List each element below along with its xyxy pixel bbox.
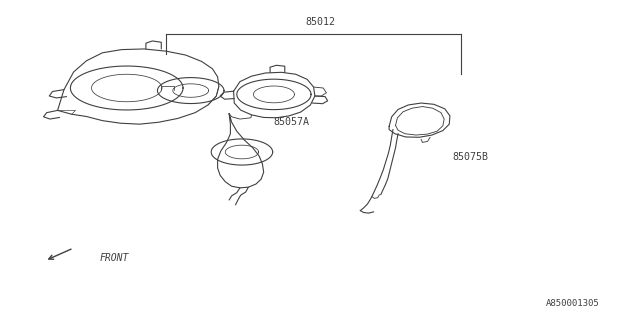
Text: FRONT: FRONT	[99, 252, 129, 263]
Text: A850001305: A850001305	[546, 300, 600, 308]
Text: 85075B: 85075B	[452, 152, 488, 162]
Text: 85012: 85012	[305, 17, 335, 28]
Text: 85057A: 85057A	[273, 116, 309, 127]
